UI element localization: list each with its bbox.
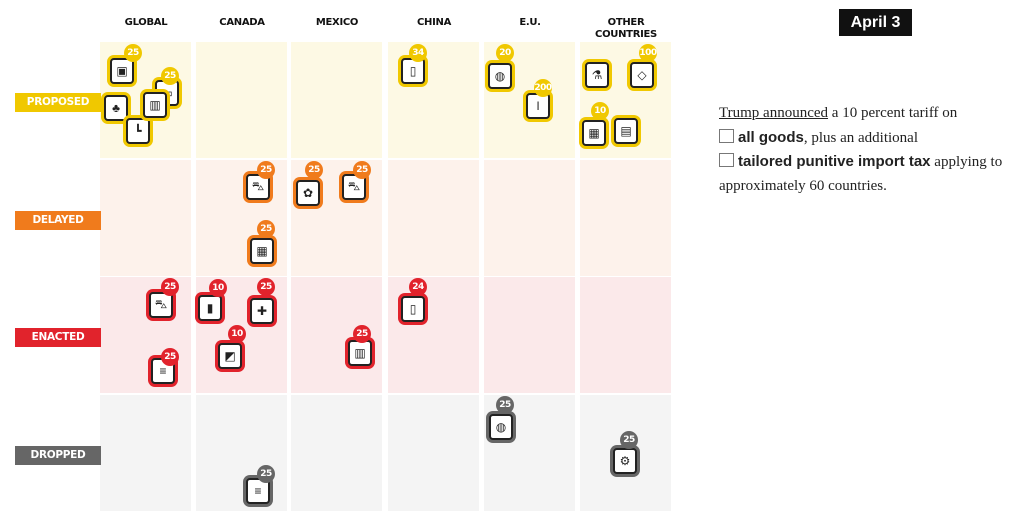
tariff-rate-badge: 34 — [409, 44, 427, 62]
desc-text: , plus an additional — [803, 129, 918, 146]
grid-cell — [291, 160, 382, 276]
phone-battery-icon: ▯ — [401, 296, 425, 322]
tariff-item[interactable]: ▯ — [401, 58, 427, 84]
punitive-tax-text: tailored punitive import tax — [738, 153, 931, 170]
grid-cell — [291, 42, 382, 158]
tariff-item[interactable]: ▣ — [110, 58, 136, 84]
column-header: GLOBAL — [124, 17, 168, 28]
grid-cell — [580, 160, 671, 276]
tariff-item[interactable]: ⚗ — [585, 62, 611, 88]
tariff-rate-badge: 25 — [353, 161, 371, 179]
chemicals-icon: ⚗ — [585, 62, 609, 88]
desc-text: a 10 percent tariff on — [828, 105, 958, 121]
tariff-item[interactable]: ▦ — [250, 238, 276, 264]
machinery-icon: ⚙ — [613, 448, 637, 474]
row-label-delayed: DELAYED — [15, 211, 101, 230]
grid-cell — [484, 277, 575, 393]
tariff-rate-badge: 25 — [257, 465, 275, 483]
pallet-icon — [719, 128, 734, 143]
tariff-rate-badge: 25 — [124, 44, 142, 62]
column-header: CHINA — [416, 17, 452, 28]
tariff-rate-badge: 24 — [409, 278, 427, 296]
grid-cell — [484, 160, 575, 276]
produce-icon: ✿ — [296, 180, 320, 206]
tariff-rate-badge: 25 — [257, 161, 275, 179]
column-header: MEXICO — [315, 17, 359, 28]
tariff-rate-badge: 20 — [496, 44, 514, 62]
trump-announced-link[interactable]: Trump announced — [719, 105, 829, 121]
date-label: April 3 — [839, 9, 912, 36]
grid-cell — [196, 395, 287, 511]
all-goods-text: all goods — [738, 128, 804, 146]
row-label-proposed: PROPOSED — [15, 93, 101, 112]
tariff-rate-badge: 100 — [639, 44, 657, 62]
tariff-rate-badge: 25 — [496, 396, 514, 414]
tariff-item[interactable]: ǀ — [526, 93, 552, 119]
tariff-rate-badge: 25 — [620, 431, 638, 449]
row-label-enacted: ENACTED — [15, 328, 101, 347]
tariff-rate-badge: 200 — [534, 79, 552, 97]
tariff-item[interactable]: ▯ — [401, 296, 427, 322]
tariff-rate-badge: 10 — [591, 102, 609, 120]
description: Trump announced a 10 percent tariff on a… — [719, 102, 1019, 198]
tariff-rate-badge: 10 — [209, 279, 227, 297]
tariff-rate-badge: 25 — [257, 220, 275, 238]
stacked-boxes-icon — [719, 153, 734, 167]
column-header: E.U. — [519, 17, 541, 28]
tariff-rate-badge: 25 — [161, 348, 179, 366]
energy-grid-icon: ▦ — [250, 238, 274, 264]
stacked-boxes-icon: ▤ — [614, 118, 638, 144]
grid-cell — [484, 395, 575, 511]
beer-goods-icon: ▥ — [348, 340, 372, 366]
microchip-icon: ▣ — [110, 58, 134, 84]
tariff-item[interactable]: ◍ — [489, 414, 515, 440]
tariff-rate-badge: 25 — [353, 325, 371, 343]
tariff-item[interactable]: ⛍ — [149, 292, 175, 318]
column-header: CANADA — [219, 17, 265, 28]
cosmetics-pills-icon: ◍ — [488, 63, 512, 89]
food-cans-icon: ▥ — [143, 92, 167, 118]
oil-barrel-icon: ▮ — [198, 295, 222, 321]
row-label-dropped: DROPPED — [15, 446, 101, 465]
phone-battery-icon: ▯ — [401, 58, 425, 84]
grid-cell — [196, 42, 287, 158]
wine-bottle-icon: ǀ — [526, 93, 550, 119]
grid-cell — [100, 395, 191, 511]
tariff-item[interactable]: ◇ — [630, 62, 656, 88]
tariff-item[interactable]: ✿ — [296, 180, 322, 206]
grid-cell — [291, 395, 382, 511]
tariff-rate-badge: 25 — [257, 278, 275, 296]
grid-cell — [388, 277, 479, 393]
tariff-rate-badge: 25 — [161, 278, 179, 296]
tariff-item[interactable]: ▤ — [614, 118, 640, 144]
tariff-item[interactable]: ♣ — [104, 95, 130, 121]
tariff-item[interactable]: ✚ — [250, 298, 276, 324]
grid-cell — [100, 277, 191, 393]
gems-shrimp-icon: ◇ — [630, 62, 654, 88]
grid-cell — [388, 160, 479, 276]
tariff-item[interactable]: ┗ — [126, 118, 152, 144]
tariff-item[interactable]: ▥ — [143, 92, 169, 118]
column-header: OTHER COUNTRIES — [595, 17, 657, 40]
desc-text: applying to approximately 60 countries. — [719, 154, 1003, 194]
pipe-copper-icon: ┗ — [126, 118, 150, 144]
lobster-goods-icon: ✚ — [250, 298, 274, 324]
tariff-item[interactable]: ▮ — [198, 295, 224, 321]
tariff-rate-badge: 25 — [161, 67, 179, 85]
cosmetics-pills-icon: ◍ — [489, 414, 513, 440]
grid-cell — [100, 160, 191, 276]
tariff-item[interactable]: ⚙ — [613, 448, 639, 474]
tariff-item[interactable]: ◩ — [218, 343, 244, 369]
tariff-item[interactable]: ◍ — [488, 63, 514, 89]
car-icon: ⛍ — [149, 292, 173, 318]
tariff-item[interactable]: ▦ — [582, 120, 608, 146]
tariff-item[interactable]: ▥ — [348, 340, 374, 366]
grid-cell — [580, 277, 671, 393]
grid-cell — [388, 395, 479, 511]
potash-icon: ◩ — [218, 343, 242, 369]
tariff-rate-badge: 10 — [228, 325, 246, 343]
tariff-rate-badge: 25 — [305, 161, 323, 179]
tree-lumber-icon: ♣ — [104, 95, 128, 121]
pallet-icon: ▦ — [582, 120, 606, 146]
